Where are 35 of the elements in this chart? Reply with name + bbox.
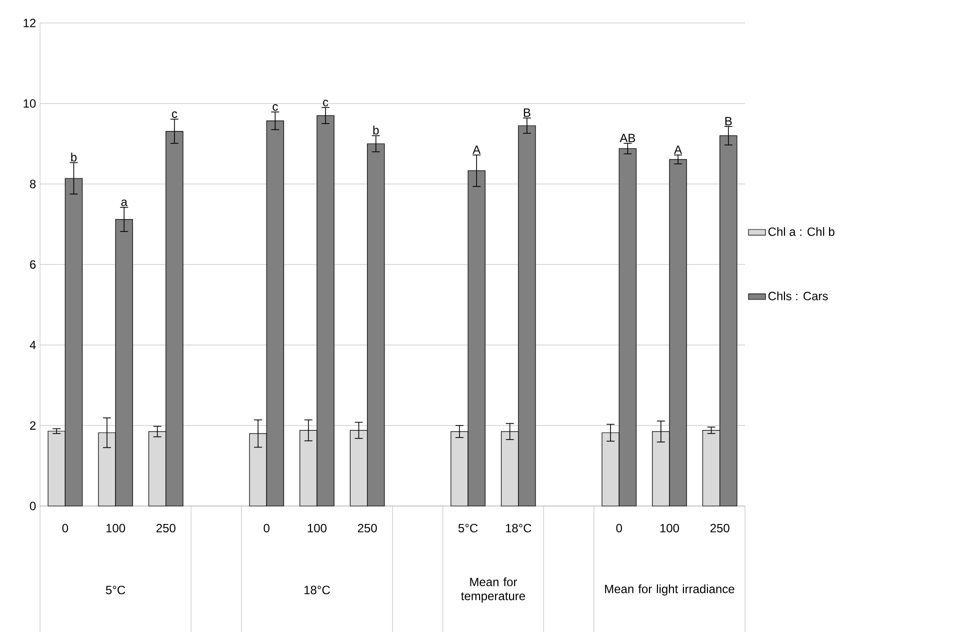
- x-tick-label: 0: [62, 524, 68, 532]
- y-tick-label: 6: [30, 260, 36, 269]
- x-tick-label: 100: [308, 524, 327, 532]
- y-tick-label: 4: [30, 340, 36, 350]
- x-tick-label: 250: [358, 524, 377, 532]
- x-tick-label: 250: [710, 524, 730, 532]
- y-tick-label: 2: [30, 421, 36, 430]
- data-label: c: [172, 111, 178, 118]
- x-tick-label: 0: [264, 524, 270, 532]
- x-tick-label: 0: [616, 524, 622, 532]
- data-label: c: [323, 100, 328, 106]
- legend-label: Chl a : Chl b: [768, 227, 834, 236]
- x-tick-label: 100: [106, 524, 126, 532]
- data-label: A: [674, 146, 682, 154]
- text: Mean for temperature: [461, 577, 526, 603]
- text: 18°C: [304, 586, 330, 594]
- x-tick-label: 5°C: [458, 524, 478, 532]
- y-tick-label: 10: [24, 99, 36, 108]
- x-tick-label: 100: [660, 524, 680, 532]
- data-label: AB: [620, 134, 636, 142]
- y-tick-label: 12: [24, 18, 36, 28]
- data-label: a: [121, 200, 128, 206]
- text: Mean for light irradiance: [605, 584, 734, 596]
- x-tick-label: 18°C: [506, 524, 532, 532]
- text: 5°C: [106, 586, 126, 594]
- y-tick-label: 0: [30, 502, 36, 510]
- data-label: A: [472, 146, 481, 154]
- x-tick-label: 250: [156, 524, 176, 532]
- y-tick-label: 8: [30, 180, 36, 188]
- data-label: b: [373, 126, 379, 135]
- legend-label: Chls : Cars: [768, 291, 828, 300]
- data-label: b: [71, 152, 77, 162]
- data-label: c: [272, 104, 278, 111]
- data-label: B: [524, 108, 530, 117]
- data-label: B: [725, 116, 732, 126]
